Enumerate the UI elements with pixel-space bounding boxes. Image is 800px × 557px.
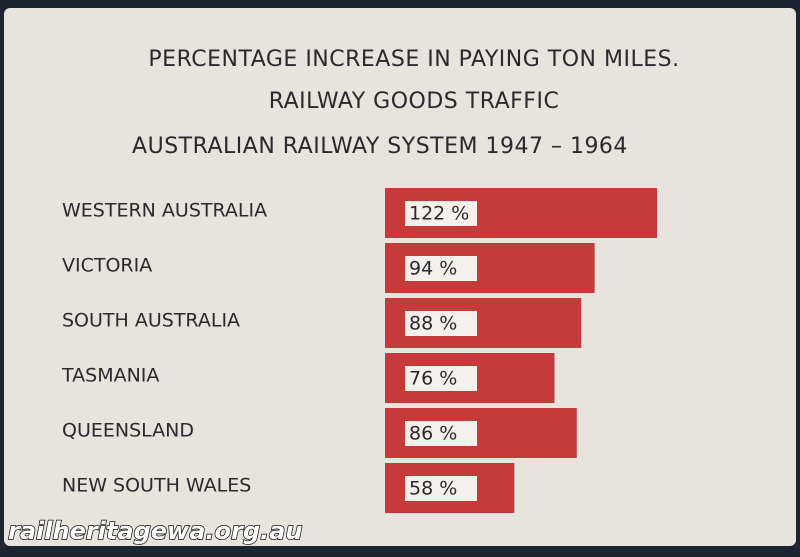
category-label: QUEENSLAND [62, 420, 194, 442]
value-label-box [405, 311, 477, 336]
value-label: 86 % [409, 423, 457, 445]
value-label-box [405, 366, 477, 391]
value-label: 88 % [409, 313, 457, 335]
category-label: WESTERN AUSTRALIA [62, 200, 267, 222]
chart-subtitle: AUSTRALIAN RAILWAY SYSTEM 1947 – 1964 [132, 134, 628, 159]
category-label: TASMANIA [61, 365, 159, 387]
category-label: SOUTH AUSTRALIA [62, 310, 240, 332]
value-label: 76 % [409, 368, 457, 390]
category-label: NEW SOUTH WALES [62, 475, 251, 497]
value-label-box [405, 201, 477, 226]
category-label: VICTORIA [62, 255, 152, 277]
value-label-box [405, 421, 477, 446]
chart-title: PERCENTAGE INCREASE IN PAYING TON MILES. [148, 47, 679, 72]
value-label-box [405, 476, 477, 501]
watermark: railheritagewa.org.au [8, 517, 302, 545]
value-label: 58 % [409, 478, 457, 500]
value-label-box [405, 256, 477, 281]
value-label: 94 % [409, 258, 457, 280]
value-label: 122 % [409, 203, 469, 225]
chart-subtitle: RAILWAY GOODS TRAFFIC [269, 89, 560, 114]
